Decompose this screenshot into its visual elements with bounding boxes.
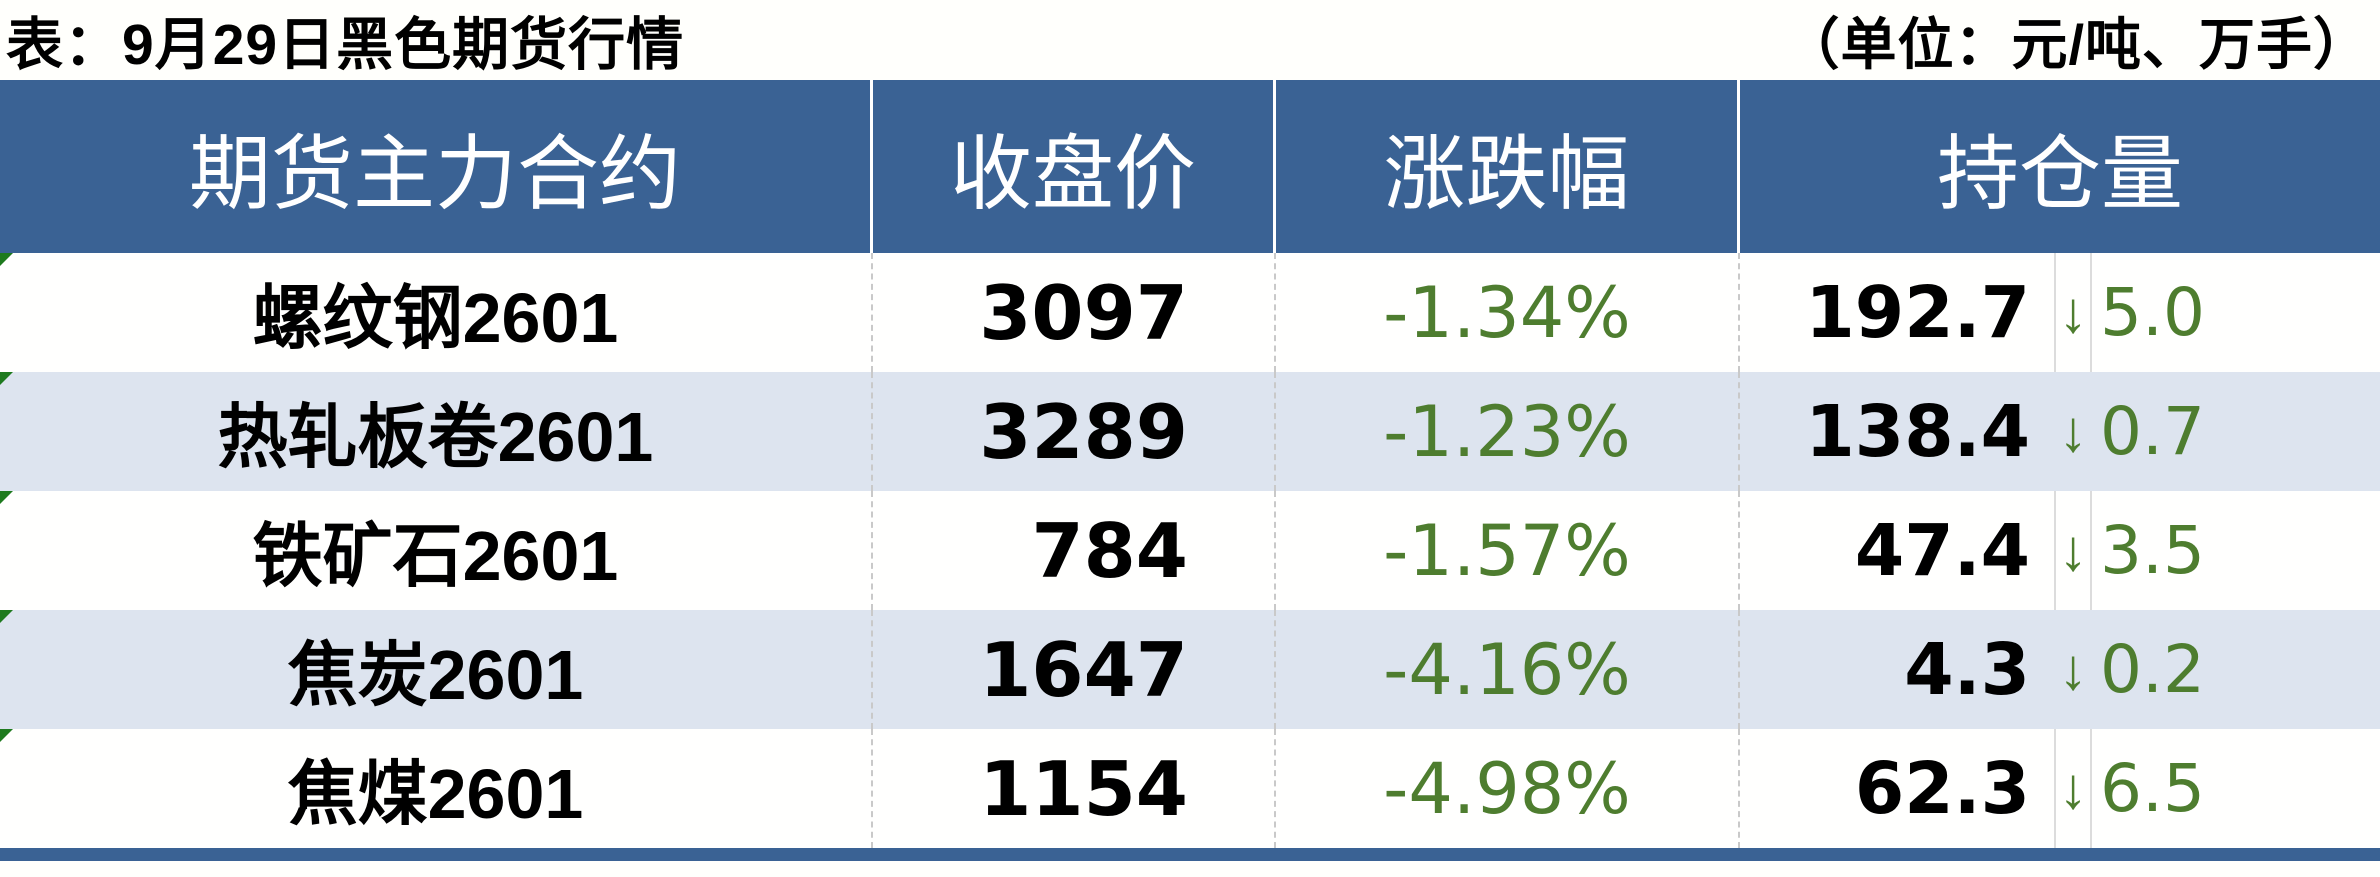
open-interest-value: 138.4 [1805, 390, 2030, 473]
open-interest-change: 3.5 [2100, 512, 2205, 589]
contract-name: 热轧板卷2601 [0, 372, 873, 491]
table-title: 表：9月29日黑色期货行情 [6, 13, 685, 77]
table-row: 焦炭2601 1647 -4.16% 4.3 ↓ 0.2 [0, 610, 2380, 729]
column-header-open-interest: 持仓量 [1936, 129, 2183, 220]
down-arrow-icon: ↓ [2058, 637, 2088, 702]
column-header-close-price: 收盘价 [873, 80, 1276, 253]
close-price: 784 [873, 491, 1276, 610]
change-percent: -4.16% [1276, 610, 1740, 729]
table-row: 铁矿石2601 784 -1.57% 47.4 ↓ 3.5 [0, 491, 2380, 610]
table-body: 螺纹钢2601 3097 -1.34% 192.7 ↓ 5.0 热轧板卷2601… [0, 253, 2380, 848]
contract-name: 螺纹钢2601 [0, 253, 873, 372]
open-interest-value: 192.7 [1805, 271, 2030, 354]
open-interest-change: 0.2 [2100, 631, 2205, 708]
down-arrow-icon: ↓ [2054, 729, 2092, 848]
open-interest-value: 62.3 [1854, 747, 2030, 830]
contract-name: 焦炭2601 [0, 610, 873, 729]
change-percent: -1.34% [1276, 253, 1740, 372]
table-row: 热轧板卷2601 3289 -1.23% 138.4 ↓ 0.7 [0, 372, 2380, 491]
open-interest-value: 4.3 [1904, 628, 2030, 711]
close-price: 1647 [873, 610, 1276, 729]
unit-note: （单位：元/吨、万手） [1783, 12, 2370, 76]
change-percent: -1.23% [1276, 372, 1740, 491]
open-interest-change: 0.7 [2100, 393, 2205, 470]
table-row: 螺纹钢2601 3097 -1.34% 192.7 ↓ 5.0 [0, 253, 2380, 372]
change-percent: -4.98% [1276, 729, 1740, 848]
down-arrow-icon: ↓ [2058, 399, 2088, 464]
close-price: 1154 [873, 729, 1276, 848]
open-interest-change: 5.0 [2100, 274, 2205, 351]
close-price: 3289 [873, 372, 1276, 491]
down-arrow-icon: ↓ [2054, 253, 2092, 372]
contract-name: 铁矿石2601 [0, 491, 873, 610]
contract-name: 焦煤2601 [0, 729, 873, 848]
open-interest-value: 47.4 [1854, 509, 2030, 592]
close-price: 3097 [873, 253, 1276, 372]
column-header-change-percent: 涨跌幅 [1276, 80, 1740, 253]
table-header-row: 期货主力合约 收盘价 涨跌幅 持仓量 [0, 80, 2380, 253]
open-interest-change: 6.5 [2100, 750, 2205, 827]
caption-bar: 表：9月29日黑色期货行情 （单位：元/吨、万手） [0, 0, 2380, 80]
down-arrow-icon: ↓ [2054, 491, 2092, 610]
change-percent: -1.57% [1276, 491, 1740, 610]
column-header-contract: 期货主力合约 [0, 80, 873, 253]
table-bottom-border [0, 848, 2380, 861]
table-row: 焦煤2601 1154 -4.98% 62.3 ↓ 6.5 [0, 729, 2380, 848]
